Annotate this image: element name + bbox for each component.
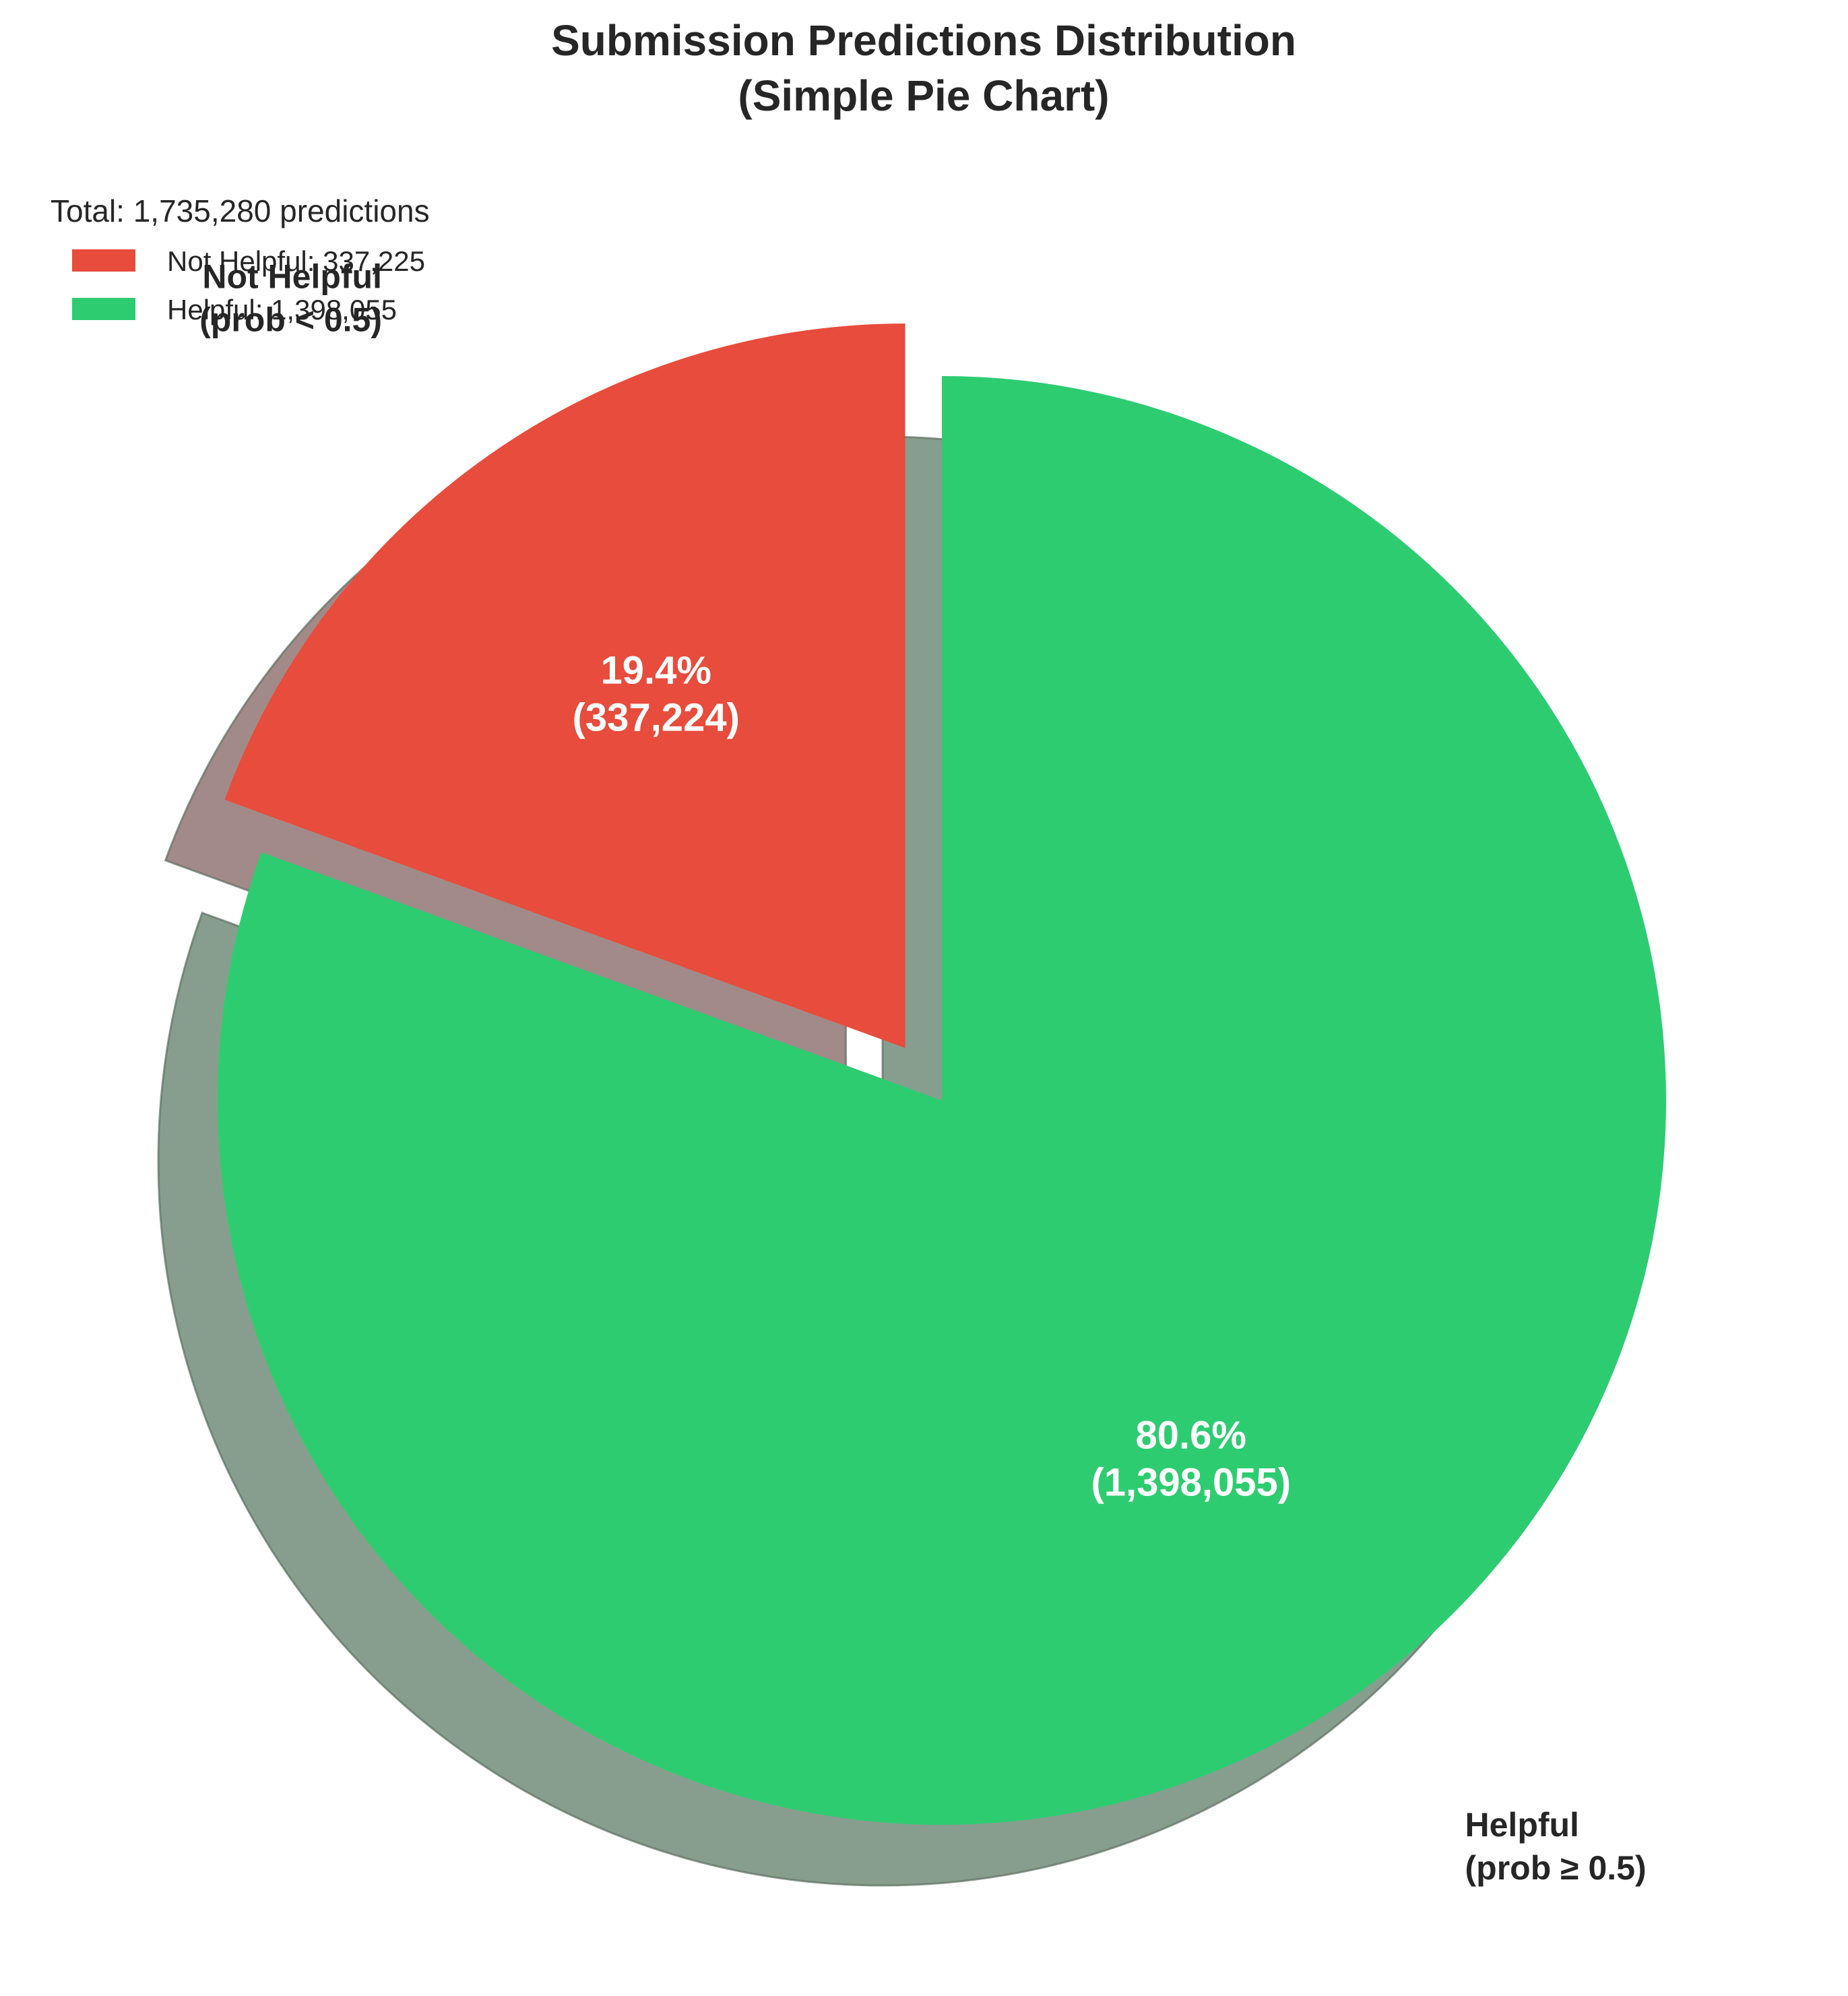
legend-entry-not-helpful: Not Helpful: 337,225: [72, 245, 425, 277]
inner-label-not-helpful: 19.4% (337,224): [573, 649, 740, 740]
inner-label-helpful: 80.6% (1,398,055): [1091, 1413, 1291, 1504]
outer-label-name-helpful: Helpful: [1465, 1806, 1579, 1844]
slice-helpful: [218, 376, 1666, 1825]
pie-slices: [218, 323, 1666, 1825]
title-text: Submission Predictions Distribution: [551, 16, 1296, 65]
chart-title: Submission Predictions Distribution (Sim…: [551, 16, 1296, 120]
outer-label-rule-helpful: (prob ≥ 0.5): [1465, 1849, 1647, 1887]
slice-labels: Not Helpful (prob < 0.5) 19.4% (337,224) Hel…: [199, 257, 1647, 1886]
outer-label-not-helpful: Not Helpful (prob < 0.5): [199, 257, 382, 338]
legend-label-not-helpful: Not Helpful: 337,225: [167, 245, 425, 277]
outer-label-helpful: Helpful (prob ≥ 0.5): [1465, 1806, 1647, 1887]
legend-label-helpful: Helpful: 1,398,055: [167, 294, 397, 325]
count-label-not-helpful: (337,224): [573, 696, 740, 740]
legend-title: Total: 1,735,280 predictions: [51, 193, 430, 228]
legend-entry-helpful: Helpful: 1,398,055: [72, 294, 397, 325]
percent-label-helpful: 80.6%: [1136, 1413, 1246, 1457]
outer-label-rule-not-helpful: (prob < 0.5): [199, 301, 382, 338]
slice-not-helpful: [224, 323, 905, 1049]
subtitle-text: (Simple Pie Chart): [738, 71, 1109, 120]
outer-label-name-not-helpful: Not Helpful: [202, 257, 382, 295]
percent-label-not-helpful: 19.4%: [601, 649, 711, 693]
legend-swatch-not-helpful: [72, 249, 135, 272]
count-label-helpful: (1,398,055): [1091, 1460, 1291, 1504]
legend: Total: 1,735,280 predictions Not Helpful…: [51, 193, 430, 325]
legend-swatch-helpful: [72, 298, 135, 320]
